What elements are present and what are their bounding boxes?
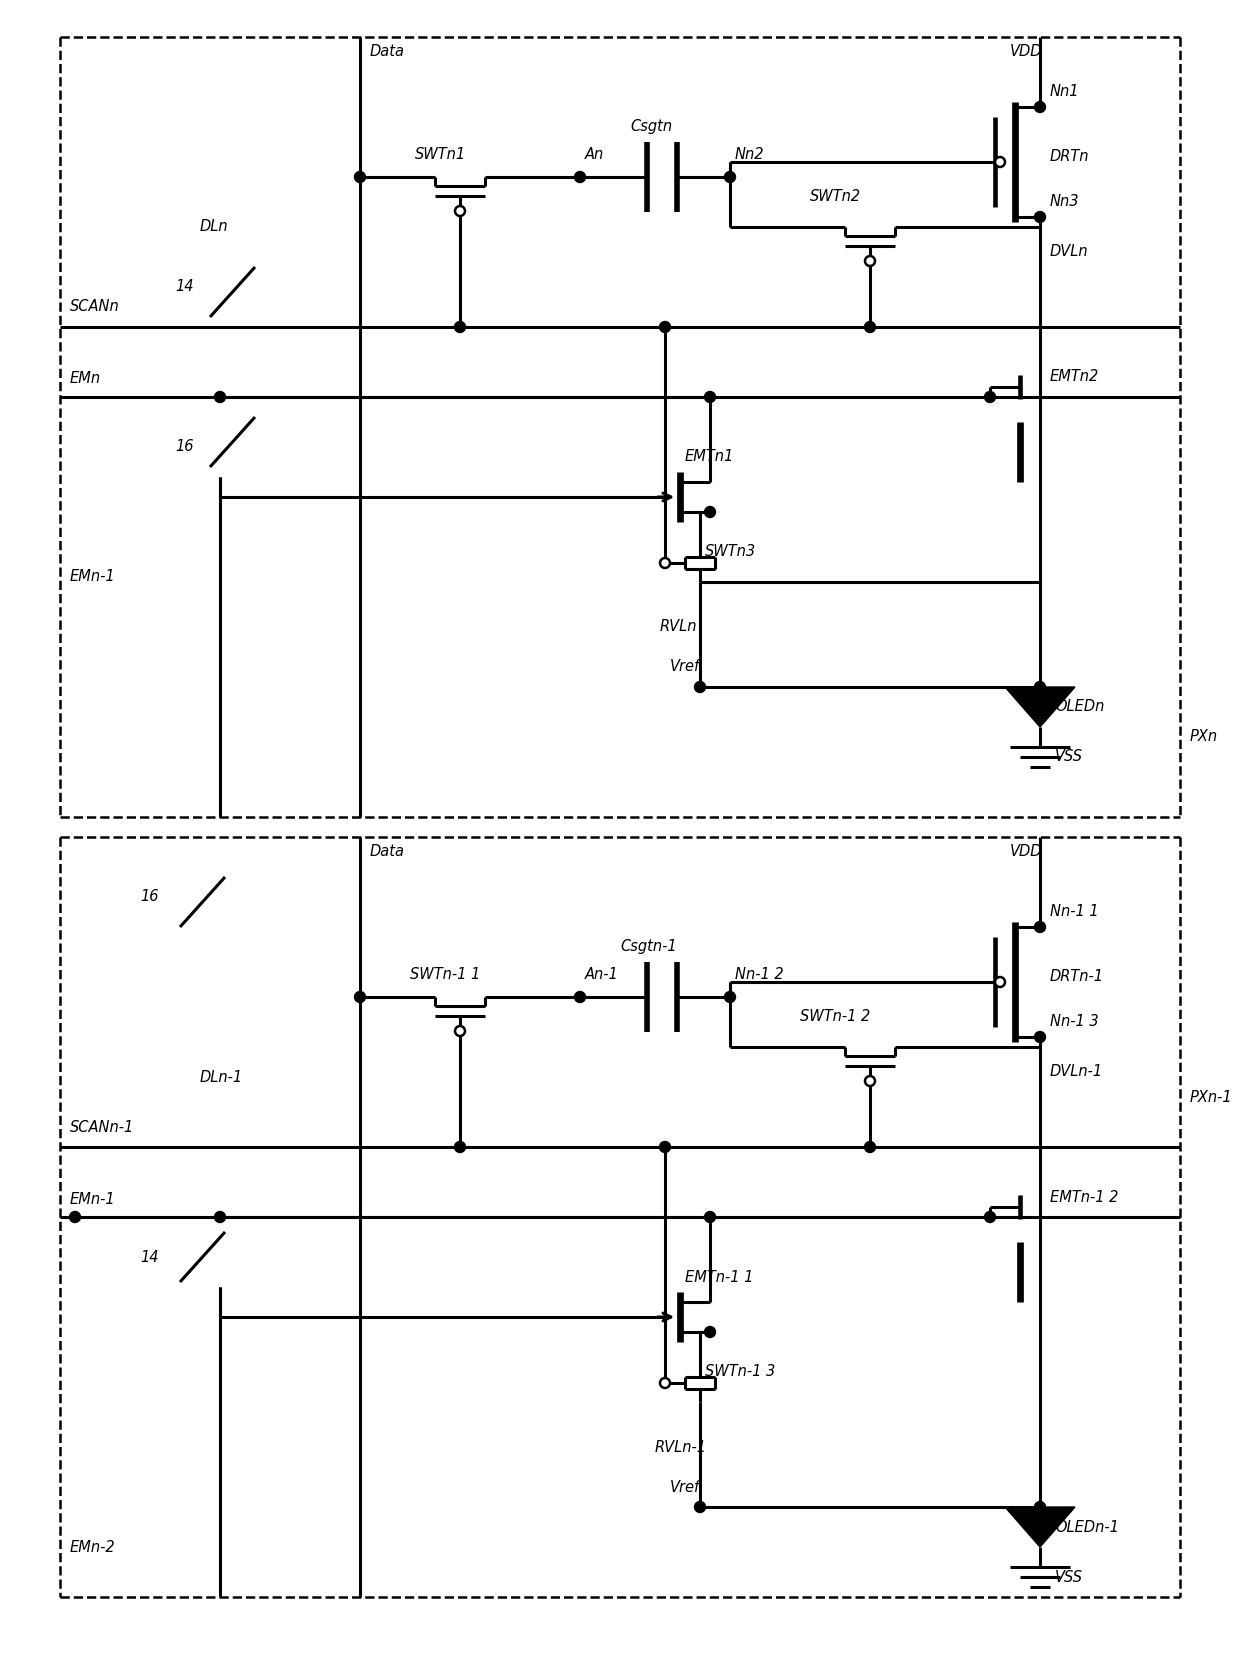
Text: DVLn-1: DVLn-1: [1050, 1064, 1104, 1079]
Text: DVLn: DVLn: [1050, 245, 1089, 260]
Text: VSS: VSS: [1055, 1569, 1083, 1584]
Circle shape: [215, 1211, 226, 1223]
Text: RVLn-1: RVLn-1: [655, 1440, 707, 1455]
Text: Vref: Vref: [670, 1480, 701, 1495]
Circle shape: [694, 681, 706, 693]
Text: 16: 16: [140, 890, 159, 905]
Text: EMTn1: EMTn1: [684, 449, 734, 464]
Circle shape: [724, 172, 735, 182]
Text: SCANn-1: SCANn-1: [69, 1120, 134, 1135]
Circle shape: [69, 1211, 81, 1223]
Text: DRTn: DRTn: [1050, 149, 1090, 164]
Circle shape: [355, 172, 366, 182]
Text: PXn-1: PXn-1: [1190, 1090, 1233, 1105]
Circle shape: [985, 1211, 996, 1223]
Text: Nn1: Nn1: [1050, 85, 1080, 99]
Text: Data: Data: [370, 845, 405, 860]
Text: An: An: [585, 147, 604, 162]
Circle shape: [660, 1142, 671, 1153]
Circle shape: [994, 978, 1004, 988]
Circle shape: [1034, 921, 1045, 933]
Circle shape: [704, 1327, 715, 1337]
Text: EMTn-1 2: EMTn-1 2: [1050, 1190, 1118, 1205]
Circle shape: [455, 1026, 465, 1036]
Circle shape: [866, 255, 875, 267]
Circle shape: [1034, 1032, 1045, 1042]
Text: Nn-1 3: Nn-1 3: [1050, 1014, 1099, 1029]
Circle shape: [704, 391, 715, 403]
Text: EMTn-1 1: EMTn-1 1: [684, 1269, 754, 1284]
Text: SWTn-1 1: SWTn-1 1: [410, 968, 480, 983]
Circle shape: [455, 1142, 465, 1153]
Text: EMn: EMn: [69, 371, 102, 386]
Text: SWTn3: SWTn3: [706, 545, 756, 560]
Circle shape: [994, 157, 1004, 167]
Circle shape: [1034, 1501, 1045, 1513]
Text: DRTn-1: DRTn-1: [1050, 969, 1104, 984]
Circle shape: [704, 1211, 715, 1223]
Circle shape: [455, 205, 465, 215]
Text: 16: 16: [175, 439, 193, 454]
Text: SCANn: SCANn: [69, 300, 120, 315]
Text: EMn-1: EMn-1: [69, 570, 115, 585]
Circle shape: [866, 1075, 875, 1085]
Text: 14: 14: [140, 1249, 159, 1264]
Circle shape: [985, 391, 996, 403]
Text: RVLn: RVLn: [660, 620, 697, 635]
Text: OLEDn: OLEDn: [1055, 699, 1105, 714]
Text: VSS: VSS: [1055, 749, 1083, 764]
Circle shape: [1034, 101, 1045, 113]
Text: Nn-1 2: Nn-1 2: [735, 968, 784, 983]
Circle shape: [355, 991, 366, 1002]
Circle shape: [864, 321, 875, 333]
Text: An-1: An-1: [585, 968, 619, 983]
Text: EMn-2: EMn-2: [69, 1539, 115, 1554]
Text: SWTn-1 3: SWTn-1 3: [706, 1364, 775, 1380]
Text: SWTn1: SWTn1: [415, 147, 466, 162]
Circle shape: [864, 1142, 875, 1153]
Text: DLn-1: DLn-1: [200, 1069, 243, 1084]
Text: EMTn2: EMTn2: [1050, 370, 1099, 384]
Circle shape: [215, 391, 226, 403]
Circle shape: [574, 991, 585, 1002]
Text: SWTn-1 2: SWTn-1 2: [800, 1009, 870, 1024]
Circle shape: [455, 321, 465, 333]
Text: Nn3: Nn3: [1050, 194, 1080, 209]
Polygon shape: [1004, 1506, 1075, 1548]
Circle shape: [660, 1379, 670, 1389]
Text: Csgtn-1: Csgtn-1: [620, 940, 677, 954]
Circle shape: [1034, 212, 1045, 222]
Circle shape: [704, 507, 715, 517]
Text: Csgtn: Csgtn: [630, 119, 672, 134]
Text: SWTn2: SWTn2: [810, 189, 861, 204]
Text: VDD: VDD: [1011, 845, 1043, 860]
Circle shape: [724, 991, 735, 1002]
Text: EMn-1: EMn-1: [69, 1191, 115, 1206]
Circle shape: [660, 321, 671, 333]
Polygon shape: [1004, 688, 1075, 727]
Text: 14: 14: [175, 280, 193, 295]
Circle shape: [660, 558, 670, 568]
Circle shape: [574, 172, 585, 182]
Circle shape: [1034, 681, 1045, 693]
Text: OLEDn-1: OLEDn-1: [1055, 1519, 1118, 1534]
Text: VDD: VDD: [1011, 45, 1043, 60]
Text: PXn: PXn: [1190, 729, 1218, 744]
Circle shape: [694, 1501, 706, 1513]
Text: Nn2: Nn2: [735, 147, 765, 162]
Text: DLn: DLn: [200, 219, 228, 235]
Text: Vref: Vref: [670, 659, 701, 674]
Text: Data: Data: [370, 45, 405, 60]
Text: Nn-1 1: Nn-1 1: [1050, 905, 1099, 920]
